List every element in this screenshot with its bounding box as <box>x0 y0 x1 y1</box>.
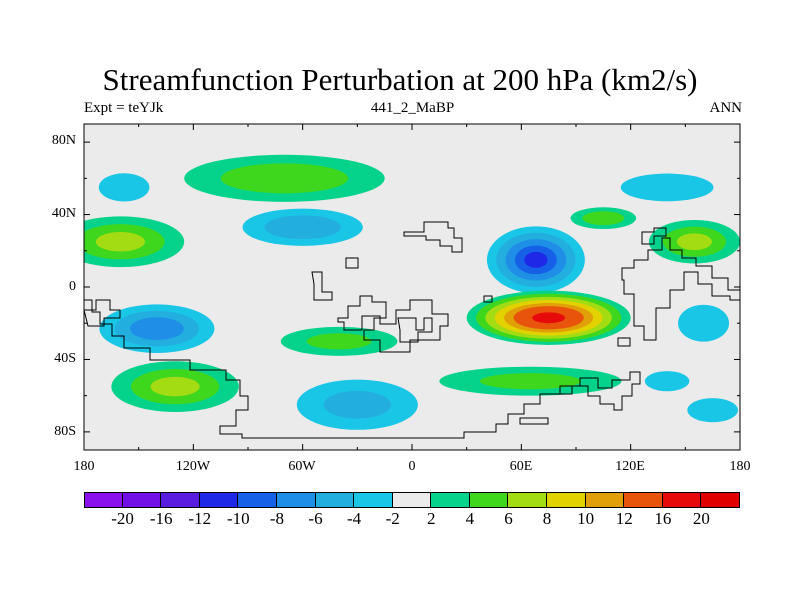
colorbar-tick-label: 6 <box>504 509 513 528</box>
colorbar-segment <box>431 492 470 508</box>
contour-fields <box>84 154 740 441</box>
contour-southern-high-a <box>150 376 200 397</box>
y-tick-label: 80S <box>54 424 76 439</box>
colorbar-segment <box>392 492 432 508</box>
colorbar-tick-label: 20 <box>692 509 710 528</box>
x-tick-label: 180 <box>729 459 751 474</box>
colorbar-tick-label: 2 <box>427 509 436 528</box>
coastlines <box>84 221 740 439</box>
colorbar-segment <box>276 492 316 508</box>
contour-southern-low-c <box>687 398 738 423</box>
colorbar-segment <box>585 492 625 508</box>
y-tick-label: 40N <box>51 206 76 221</box>
contour-southern-low <box>323 390 391 419</box>
colorbar-segment <box>122 492 162 508</box>
coastline-asia <box>621 237 740 341</box>
colorbar-tick-label: -20 <box>111 509 134 528</box>
colorbar <box>84 492 740 508</box>
colorbar-tick-label: 8 <box>542 509 552 528</box>
colorbar-segment <box>161 492 200 508</box>
colorbar-tick-label: -8 <box>269 509 285 528</box>
colorbar-tick-label: -10 <box>227 509 250 528</box>
axis-ticks <box>83 124 741 450</box>
colorbar-segment <box>238 492 277 508</box>
contour-tropical-high-atlantic <box>306 333 372 350</box>
colorbar-tick-label: -12 <box>188 509 212 528</box>
contour-arabian-high <box>582 211 625 226</box>
x-tick-label: 180 <box>73 459 95 474</box>
coastline-west-pacific <box>84 299 121 327</box>
coastline-gulf <box>311 271 333 301</box>
contour-north-atlantic-low <box>98 173 150 202</box>
contour-south-pacific-low <box>130 317 184 340</box>
colorbar-frame <box>84 492 740 508</box>
x-tick-label: 120W <box>175 459 211 474</box>
coastline-indonesia <box>617 337 631 347</box>
colorbar-tick-label: -4 <box>347 509 362 528</box>
contour-south-pacific-east-low <box>678 304 730 342</box>
contour-west-pacific-high <box>676 233 712 251</box>
colorbar-tick-label: -6 <box>308 509 323 528</box>
contour-africa-asia-low <box>524 251 548 268</box>
colorbar-segment <box>508 492 548 508</box>
coastline-antarctica <box>84 299 560 439</box>
contour-north-asia-low <box>620 173 714 202</box>
coastline-north-america <box>403 221 463 253</box>
colorbar-segment <box>662 492 702 508</box>
colorbar-segment <box>624 492 663 508</box>
period-label: ANN <box>709 100 743 116</box>
contour-southern-low-b <box>644 371 690 392</box>
colorbar-segment <box>199 492 239 508</box>
y-tick-label: 40S <box>54 351 76 366</box>
colorbar-tick-label: 4 <box>465 509 475 528</box>
x-tick-label: 60W <box>288 459 316 474</box>
colorbar-segment <box>315 492 355 508</box>
contour-north-pacific-arc <box>220 163 349 194</box>
colorbar-tick-label: 16 <box>654 509 672 528</box>
colorbar-tick-label: -2 <box>385 509 400 528</box>
contour-north-pacific-high <box>95 231 145 252</box>
experiment-label: Expt = teYJk <box>84 100 164 116</box>
case-label: 441_2_MaBP <box>370 100 455 116</box>
x-tick-label: 60E <box>509 459 533 474</box>
contour-southern-high-b <box>479 373 582 390</box>
colorbar-segment <box>354 492 393 508</box>
map-title: Streamfunction Perturbation at 200 hPa (… <box>102 62 698 97</box>
coastline-australia <box>559 371 641 411</box>
contour-indian-ocean-high <box>532 312 566 324</box>
colorbar-segment <box>547 492 586 508</box>
coastline-africa <box>397 317 433 343</box>
colorbar-tick-label: -16 <box>149 509 173 528</box>
coastline-south-america <box>337 295 449 353</box>
colorbar-segment <box>84 492 123 508</box>
colorbar-tick-label: 12 <box>615 509 633 528</box>
colorbar-tick-label: 10 <box>577 509 595 528</box>
y-tick-label: 80N <box>51 133 76 148</box>
contour-east-pacific-low <box>264 215 341 240</box>
x-tick-label: 0 <box>408 459 416 474</box>
x-tick-label: 120E <box>615 459 645 474</box>
y-tick-label: 0 <box>69 279 76 294</box>
coastline-europe <box>483 295 493 303</box>
colorbar-segment <box>469 492 509 508</box>
coastline-antarctica-east <box>519 417 549 425</box>
coastline-pacific-islands <box>641 227 667 245</box>
coastline-greenland <box>345 257 359 269</box>
